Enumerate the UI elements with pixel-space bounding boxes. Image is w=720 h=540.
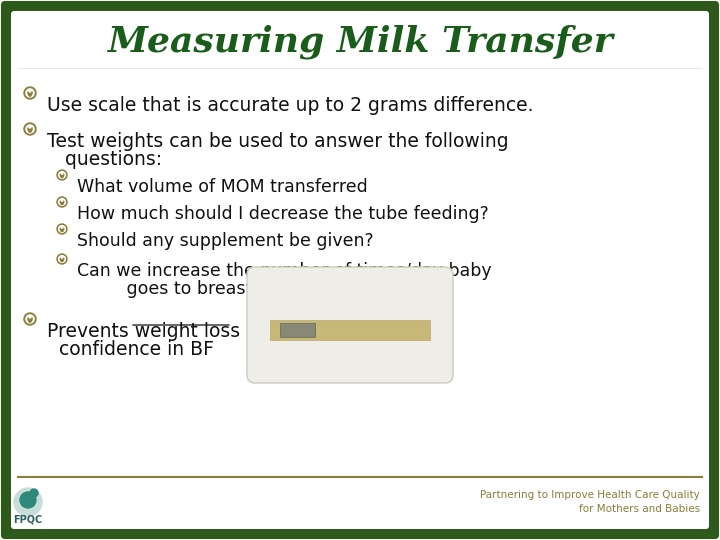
Text: confidence in BF: confidence in BF [47,340,214,359]
Circle shape [14,488,42,516]
Circle shape [58,255,66,262]
Circle shape [60,173,64,177]
Circle shape [60,227,64,231]
Circle shape [61,199,63,201]
Circle shape [58,199,66,205]
Circle shape [60,200,64,204]
Circle shape [24,123,36,135]
Text: goes to breast?: goes to breast? [77,280,261,298]
Circle shape [28,317,32,321]
Circle shape [57,170,67,180]
FancyBboxPatch shape [11,11,709,529]
Circle shape [28,91,32,95]
Circle shape [29,130,31,132]
Circle shape [61,203,63,205]
Circle shape [57,224,67,234]
Text: Measuring Milk Transfer: Measuring Milk Transfer [107,25,613,59]
Text: FPQC: FPQC [14,515,42,525]
Circle shape [29,316,31,318]
Circle shape [61,256,63,258]
Circle shape [26,125,34,133]
Circle shape [26,89,34,97]
Circle shape [61,226,63,228]
Circle shape [57,197,67,207]
Text: Use scale that is accurate up to 2 grams difference.: Use scale that is accurate up to 2 grams… [47,96,534,115]
Bar [280,323,315,337]
Text: Can we increase the number of times/day baby: Can we increase the number of times/day … [77,262,492,280]
Circle shape [61,172,63,174]
Circle shape [24,313,36,325]
Text: How much should I decrease the tube feeding?: How much should I decrease the tube feed… [77,205,489,223]
Text: Prevents weight loss &  Increases maternal: Prevents weight loss & Increases materna… [47,322,453,341]
Circle shape [24,87,36,99]
Circle shape [60,257,64,261]
Text: questions:: questions: [47,150,162,169]
Circle shape [29,94,31,96]
Circle shape [61,260,63,262]
Circle shape [30,489,38,497]
Text: Test weights can be used to answer the following: Test weights can be used to answer the f… [47,132,508,151]
Text: Partnering to Improve Health Care Quality
for Mothers and Babies: Partnering to Improve Health Care Qualit… [480,490,700,515]
Text: What volume of MOM transferred: What volume of MOM transferred [77,178,368,196]
Circle shape [58,226,66,232]
Circle shape [26,315,34,323]
Circle shape [58,172,66,178]
Circle shape [20,492,36,508]
FancyBboxPatch shape [247,267,453,383]
Circle shape [29,90,31,92]
Circle shape [61,230,63,232]
Text: Should any supplement be given?: Should any supplement be given? [77,232,374,250]
Circle shape [29,320,31,322]
Circle shape [28,127,32,131]
Circle shape [57,254,67,264]
Circle shape [29,126,31,128]
Bar [270,320,430,340]
Circle shape [61,176,63,178]
